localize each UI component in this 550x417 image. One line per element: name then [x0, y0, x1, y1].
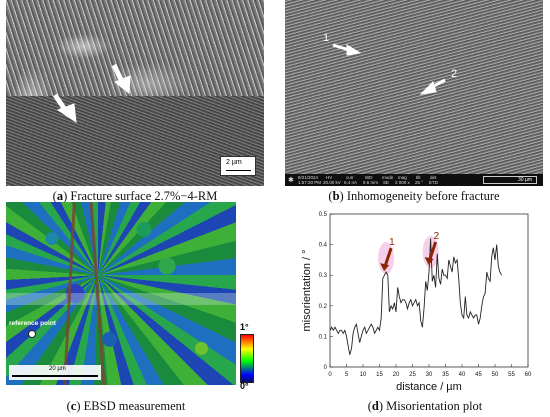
- arrow-b-2-head: [419, 81, 437, 95]
- caption-d-letter: d: [371, 399, 379, 413]
- legend-max-label: 1°: [240, 322, 249, 332]
- lower-fracture-region: [6, 96, 264, 186]
- annotation-label: 2: [434, 231, 440, 242]
- info-value-curr: 6.4 nA: [344, 180, 358, 185]
- x-tick-label: 0: [328, 372, 332, 378]
- fracture-surface-image: 2 µm: [6, 0, 264, 186]
- caption-c-text: EBSD measurement: [83, 399, 186, 413]
- info-value-mode: SE: [383, 180, 390, 185]
- y-tick-label: 0: [324, 365, 328, 371]
- instrument-logo-icon: ✱: [288, 177, 294, 184]
- arrow-b-1-head: [346, 44, 362, 56]
- scale-bar-a: 2 µm: [220, 156, 256, 176]
- info-value-det: ETD: [429, 180, 438, 185]
- info-field-tilt: tilt: [416, 175, 421, 180]
- info-field-mag: mag: [398, 175, 407, 180]
- y-tick-label: 0.1: [319, 334, 328, 340]
- x-tick-label: 5: [345, 372, 349, 378]
- info-value-time: 1:57:20 PM: [298, 180, 322, 185]
- reference-point-marker: [28, 330, 36, 338]
- caption-d-text: Misorientation plot: [386, 399, 483, 413]
- misorientation-chart-svg: 0 5 10 15 20 25 30 35 40 45 50 55 60 0 0.1 0.2 0.3 0.4 0.5…: [301, 212, 532, 393]
- x-tick-label: 15: [376, 372, 383, 378]
- caption-a-letter: a: [56, 189, 64, 203]
- info-field-hv: HV: [326, 175, 333, 180]
- chart-ticks: 0 5 10 15 20 25 30 35 40 45 50 55 60 0 0.1 0.2 0.3 0.4 0.5: [319, 212, 532, 378]
- chart-marks: 12: [329, 231, 502, 355]
- annotation-arrow-head: [380, 263, 390, 272]
- info-field-det: det: [430, 175, 437, 180]
- y-tick-label: 0.4: [319, 243, 328, 249]
- info-value-mag: 2 000 x: [395, 180, 410, 185]
- y-tick-label: 0.3: [319, 273, 328, 279]
- x-tick-label: 25: [409, 372, 416, 378]
- annotation-arrow: [383, 247, 393, 267]
- panel-b-arrows: [332, 43, 446, 95]
- sem-info-bar: ✱ 9/21/2024 1:57:20 PM HV 20.00 kV curr …: [285, 174, 543, 186]
- y-tick-label: 0.5: [319, 212, 328, 218]
- x-tick-label: 55: [508, 372, 515, 378]
- scale-bar-c: 20 µm: [9, 365, 101, 380]
- x-tick-label: 35: [442, 372, 449, 378]
- info-value-tilt: 25 °: [415, 180, 424, 185]
- color-legend: [240, 334, 254, 383]
- caption-b: (b) Inhomogeneity before fracture: [328, 189, 500, 203]
- x-tick-label: 10: [360, 372, 367, 378]
- arrow-a-right-head: [114, 75, 131, 94]
- annotation-arrow: [428, 241, 438, 261]
- misorientation-series-line: [329, 238, 502, 355]
- x-tick-label: 30: [426, 372, 433, 378]
- misorientation-chart: 0 5 10 15 20 25 30 35 40 45 50 55 60 0 0.1 0.2 0.3 0.4 0.5…: [300, 204, 545, 399]
- x-tick-label: 40: [459, 372, 466, 378]
- info-value-hv: 20.00 kV: [323, 180, 341, 185]
- info-field-curr: curr: [346, 175, 354, 180]
- ebsd-scan-line: [6, 293, 236, 305]
- x-axis-label: distance / µm: [396, 381, 462, 393]
- arrow-b-1: [332, 43, 350, 52]
- legend-min-label: 0°: [240, 381, 249, 391]
- caption-a-text: Fracture surface 2.7%−4-RM: [70, 189, 218, 203]
- arrow-b-label-2: 2: [451, 68, 458, 80]
- x-tick-label: 45: [475, 372, 482, 378]
- info-field-wd: WD: [365, 175, 373, 180]
- scale-label-a: 2 µm: [226, 159, 242, 166]
- inhomogeneity-image: 1 2 ✱ 9/21/2024 1:57:20 PM HV 20.00 kV c…: [285, 0, 543, 186]
- caption-c-letter: c: [70, 399, 77, 413]
- annotation-label: 1: [389, 237, 395, 248]
- caption-b-letter: b: [332, 189, 340, 203]
- reference-point-label: reference point: [9, 320, 56, 327]
- scale-bar-b: 30 µm: [483, 176, 537, 184]
- x-tick-label: 20: [393, 372, 400, 378]
- y-tick-label: 0.2: [319, 304, 328, 310]
- caption-d: (d) Misorientation plot: [367, 399, 483, 413]
- annotation-arrow-head: [424, 257, 434, 266]
- info-field-date: 9/21/2024: [298, 175, 319, 180]
- info-field-mode: mode: [382, 175, 394, 180]
- info-value-wd: 9.6 mm: [363, 180, 379, 185]
- scale-label-c: 20 µm: [49, 366, 66, 372]
- arrow-a-left-head: [56, 103, 77, 124]
- x-tick-label: 50: [492, 372, 499, 378]
- ebsd-map: reference point 20 µm: [6, 202, 236, 385]
- x-tick-label: 60: [525, 372, 532, 378]
- scale-label-b: 30 µm: [518, 177, 532, 183]
- caption-b-text: Inhomogeneity before fracture: [346, 189, 500, 203]
- panel-a-arrows: [52, 63, 131, 124]
- caption-c: (c) EBSD measurement: [66, 399, 186, 413]
- caption-a: (a) Fracture surface 2.7%−4-RM: [52, 189, 218, 203]
- arrow-b-label-1: 1: [323, 32, 330, 44]
- y-axis-label: misorientation / °: [301, 249, 313, 331]
